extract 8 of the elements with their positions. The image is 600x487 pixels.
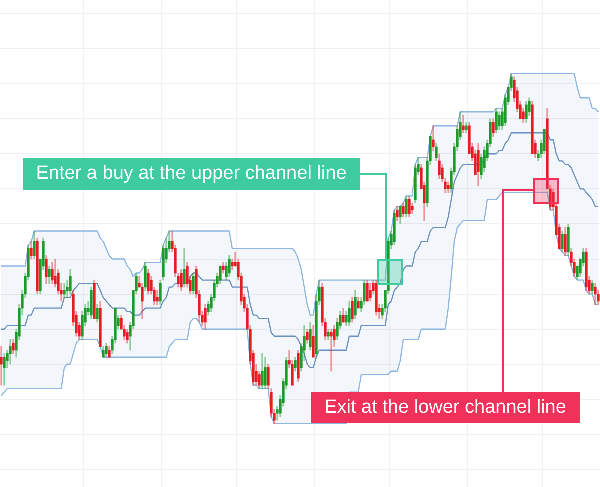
annotation: Exit at the lower channel line: [324, 397, 566, 418]
candlestick: [462, 115, 465, 134]
candlestick: [66, 280, 69, 298]
callout-box: Enter a buy at the upper channel line: [23, 158, 360, 190]
callout-box: Exit at the lower channel line: [311, 392, 580, 423]
annotation: Enter a buy at the upper channel line: [36, 163, 347, 184]
candlestick: [0, 346, 3, 386]
candlestick: [330, 329, 333, 372]
